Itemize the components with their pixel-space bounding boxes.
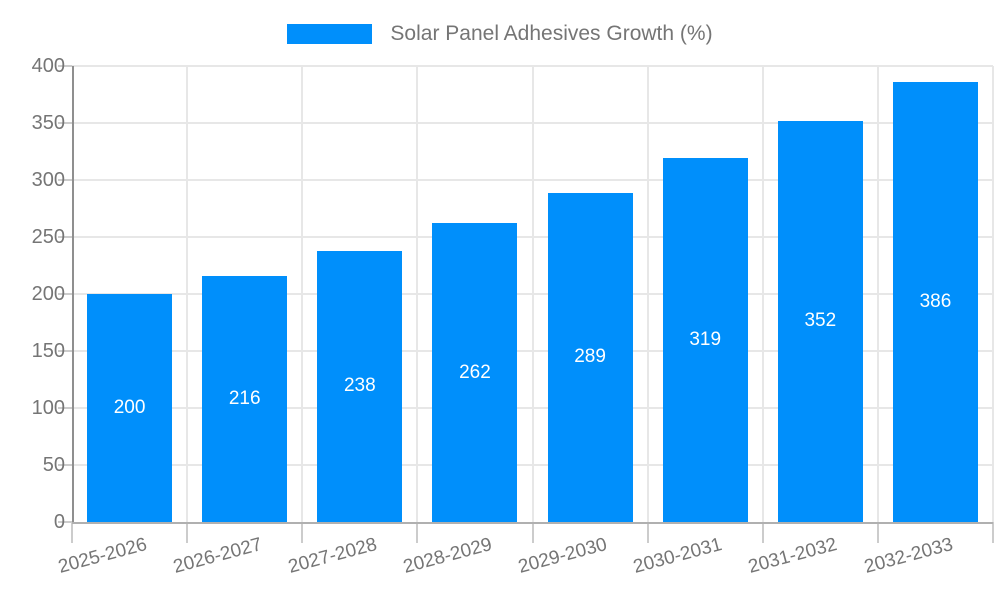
x-axis-category-label: 2030-2031 [631,534,725,578]
x-axis-category-label: 2027-2028 [286,534,380,578]
y-axis-tick [58,350,72,352]
x-axis-tick [531,522,534,543]
y-axis-tick-label: 150 [31,340,65,362]
y-axis-tick [58,521,72,523]
y-axis-tick [58,179,72,181]
y-axis-tick [58,236,72,238]
bar-value-label: 289 [574,346,606,368]
bar-2030-2031 [662,158,748,522]
bar-value-label: 352 [804,310,837,332]
y-axis-tick [58,464,72,466]
x-axis-tick [71,522,73,543]
y-axis-tick-label: 200 [31,283,65,305]
x-axis-tick [761,522,764,543]
v-gridline [416,66,419,522]
v-gridline [992,66,994,522]
bar-value-label: 238 [343,375,376,397]
y-axis-tick-label: 400 [31,55,65,77]
bar-value-label: 216 [228,387,261,409]
legend: Solar Panel Adhesives Growth (%) [0,22,1000,46]
bar-2028-2029 [432,223,518,522]
x-axis-category-label: 2028-2029 [401,534,495,578]
v-gridline [301,66,304,522]
y-axis-tick [58,122,72,124]
y-axis-tick-label: 350 [31,112,65,134]
y-axis-tick-label: 100 [31,397,65,419]
x-axis-tick [301,522,304,543]
bar-2025-2026 [87,294,173,522]
x-axis-category-label: 2031-2032 [746,534,840,578]
v-gridline [761,66,764,522]
bar-value-label: 386 [919,290,952,312]
y-axis-tick [58,293,72,295]
x-axis-category-label: 2026-2027 [170,534,265,578]
x-axis-tick [646,522,649,543]
bar-value-label: 200 [113,397,146,418]
y-axis-tick-label: 250 [31,226,65,248]
y-axis-tick-label: 0 [53,511,65,533]
y-axis-tick-label: 300 [31,169,65,191]
x-axis-line [72,522,993,524]
x-axis-category-label: 2025-2026 [55,534,149,578]
y-axis-line [72,66,74,524]
bar-2032-2033 [892,81,978,522]
y-axis-tick [58,407,72,409]
y-axis-tick [58,65,72,67]
v-gridline [646,66,649,522]
x-axis-tick [876,522,879,543]
bar-2026-2027 [202,275,288,522]
bar-2027-2028 [317,250,403,522]
y-axis-tick-label: 50 [42,454,65,476]
bar-value-label: 262 [459,361,491,383]
bar-value-label: 319 [689,329,722,351]
bar-2031-2032 [777,120,863,522]
bar-2029-2030 [547,192,633,522]
legend-label: Solar Panel Adhesives Growth (%) [390,22,713,45]
x-axis-tick [416,522,419,543]
x-axis-category-label: 2029-2030 [516,534,610,578]
x-axis-tick [186,522,189,543]
x-axis-category-label: 2032-2033 [861,534,955,578]
legend-swatch [287,24,373,44]
v-gridline [186,66,189,522]
v-gridline [531,66,534,522]
x-axis-tick [992,522,994,543]
v-gridline [876,66,879,522]
